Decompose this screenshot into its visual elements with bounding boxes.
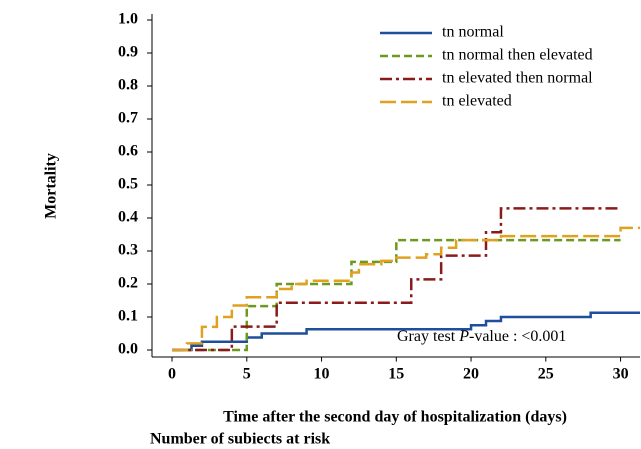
y-tick-label: 1.0 (118, 11, 138, 28)
annotation-text: -value : <0.001 (469, 328, 566, 345)
x-tick-label: 10 (314, 365, 330, 382)
y-tick-label: 0.1 (118, 308, 138, 325)
x-tick-label: 30 (613, 365, 629, 382)
y-tick-label: 0.9 (118, 44, 138, 61)
annotation: Gray test P-value : <0.001 (397, 328, 566, 345)
legend-label: tn elevated (442, 93, 512, 110)
y-tick-label: 0.7 (118, 110, 138, 127)
legend-label: tn normal then elevated (442, 47, 593, 64)
series-line (172, 226, 640, 352)
x-tick-label: 0 (168, 365, 176, 382)
annotation-text: Gray test (397, 328, 459, 345)
annotation-italic: P (458, 328, 469, 345)
legend-label: tn elevated then normal (442, 70, 593, 87)
y-tick-label: 0.6 (118, 143, 138, 160)
y-tick-label: 0.0 (118, 341, 138, 358)
y-tick-label: 0.5 (118, 176, 138, 193)
x-tick-label: 15 (388, 365, 404, 382)
x-tick-label: 25 (538, 365, 554, 382)
y-axis-label: Mortality (43, 153, 60, 219)
footer: Number of subiects at risk (150, 431, 330, 448)
x-axis-label: Time after the second day of hospitaliza… (223, 409, 567, 426)
series-line (172, 207, 621, 352)
y-tick-label: 0.2 (118, 275, 138, 292)
series-line (172, 238, 621, 352)
x-tick-label: 20 (463, 365, 479, 382)
legend-label: tn normal (442, 24, 504, 41)
y-tick-label: 0.4 (118, 209, 138, 226)
y-tick-label: 0.8 (118, 77, 138, 94)
y-tick-label: 0.3 (118, 242, 138, 259)
x-tick-label: 5 (243, 365, 251, 382)
series-line (172, 311, 640, 352)
